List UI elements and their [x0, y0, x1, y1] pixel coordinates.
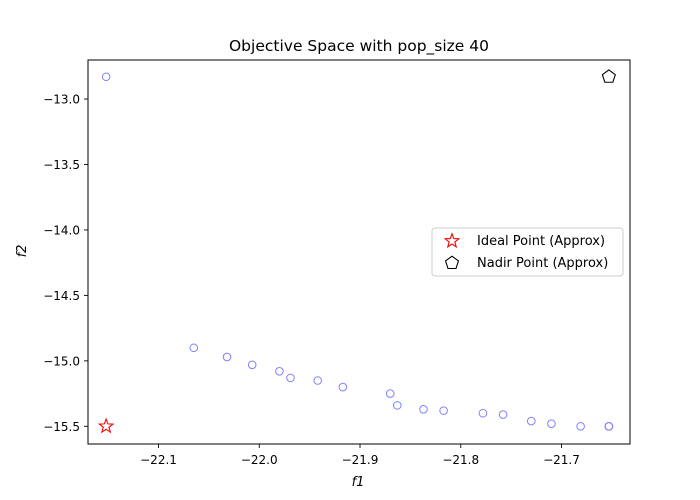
y-tick-label: −14.5	[43, 289, 80, 303]
x-tick-label: −21.8	[442, 453, 479, 467]
legend-label-nadir-point: Nadir Point (Approx)	[477, 256, 608, 271]
population-point	[526, 416, 536, 426]
legend-label-ideal-point: Ideal Point (Approx)	[477, 234, 605, 249]
legend-pentagon-marker	[444, 255, 460, 270]
plot-marks	[97, 69, 616, 434]
ideal-point-marker	[97, 417, 115, 434]
x-tick-label: −21.7	[543, 453, 580, 467]
legend-pentagon-icon	[444, 255, 460, 270]
population-point	[286, 373, 295, 383]
population-point	[189, 343, 199, 353]
population-point	[313, 376, 322, 385]
y-tick-label: −15.5	[43, 420, 80, 434]
y-tick-label: −13.0	[43, 93, 80, 107]
legend-entry-nadir-point: Nadir Point (Approx)	[444, 255, 608, 271]
population-point	[392, 401, 402, 410]
x-tick-label: −21.9	[342, 453, 379, 467]
population-point	[222, 352, 232, 362]
y-axis: −15.5 −15.0 −14.5 −14.0 −13.5 −13.0	[43, 93, 88, 434]
chart-title: Objective Space with pop_size 40	[229, 37, 489, 56]
legend: Ideal Point (Approx) Nadir Point (Approx…	[431, 227, 624, 277]
population-point	[385, 389, 395, 398]
population-point	[576, 422, 585, 431]
population-point	[419, 405, 428, 414]
legend-box	[431, 227, 624, 277]
x-tick-label: −22.1	[140, 453, 177, 467]
plot-frame	[87, 59, 631, 445]
nadir-point-marker	[601, 69, 616, 83]
legend-star-marker	[443, 232, 461, 249]
x-tick-label: −22.0	[241, 453, 278, 467]
x-axis-label: f1	[352, 475, 365, 490]
population-point	[439, 406, 448, 415]
population-point	[101, 72, 111, 82]
y-tick-label: −15.0	[43, 354, 80, 368]
population-point	[498, 410, 508, 419]
population-point	[547, 419, 556, 429]
population-point	[275, 367, 284, 376]
x-axis: −22.1 −22.0 −21.9 −21.8 −21.7	[140, 444, 580, 467]
population-point	[604, 422, 614, 431]
legend-star-icon	[443, 232, 461, 249]
y-tick-label: −13.5	[43, 158, 80, 172]
population-point	[478, 408, 488, 418]
y-tick-label: −14.0	[43, 223, 80, 237]
legend-entry-ideal-point: Ideal Point (Approx)	[443, 232, 605, 249]
population-point	[247, 360, 257, 370]
population-point	[338, 382, 348, 392]
y-axis-label: f2	[15, 245, 30, 258]
